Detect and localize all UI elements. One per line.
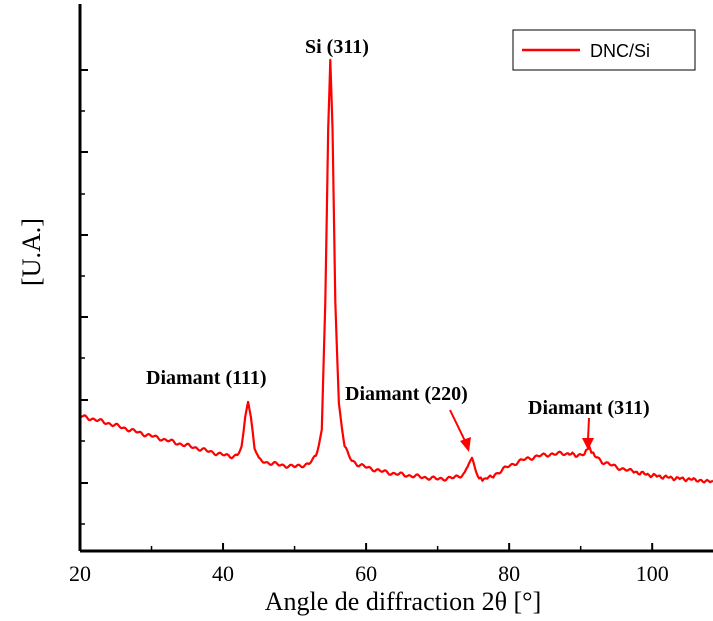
annotation-diamant-220: Diamant (220) xyxy=(345,383,468,405)
x-tick-label: 80 xyxy=(498,561,520,586)
x-tick-label: 20 xyxy=(69,561,91,586)
series-line-dnc-si xyxy=(79,58,713,484)
x-tick-label: 40 xyxy=(212,561,234,586)
legend-label-dnc-si: DNC/Si xyxy=(590,41,650,61)
x-tick-label: 100 xyxy=(636,561,669,586)
y-axis-title: [U.A.] xyxy=(17,218,46,286)
x-axis-title: Angle de diffraction 2θ [°] xyxy=(265,587,542,616)
legend-box xyxy=(512,29,696,71)
arrow-diamant-220 xyxy=(449,409,471,452)
axes-frame xyxy=(78,4,713,553)
legend: DNC/Si xyxy=(512,29,696,71)
annotation-diamant-311: Diamant (311) xyxy=(528,397,650,419)
plot-area xyxy=(79,58,713,484)
annotation-diamant-111: Diamant (111) xyxy=(146,367,267,389)
x-tick-label: 60 xyxy=(355,561,377,586)
arrow-diamant-311 xyxy=(582,417,594,450)
annotation-si-311: Si (311) xyxy=(305,36,369,58)
